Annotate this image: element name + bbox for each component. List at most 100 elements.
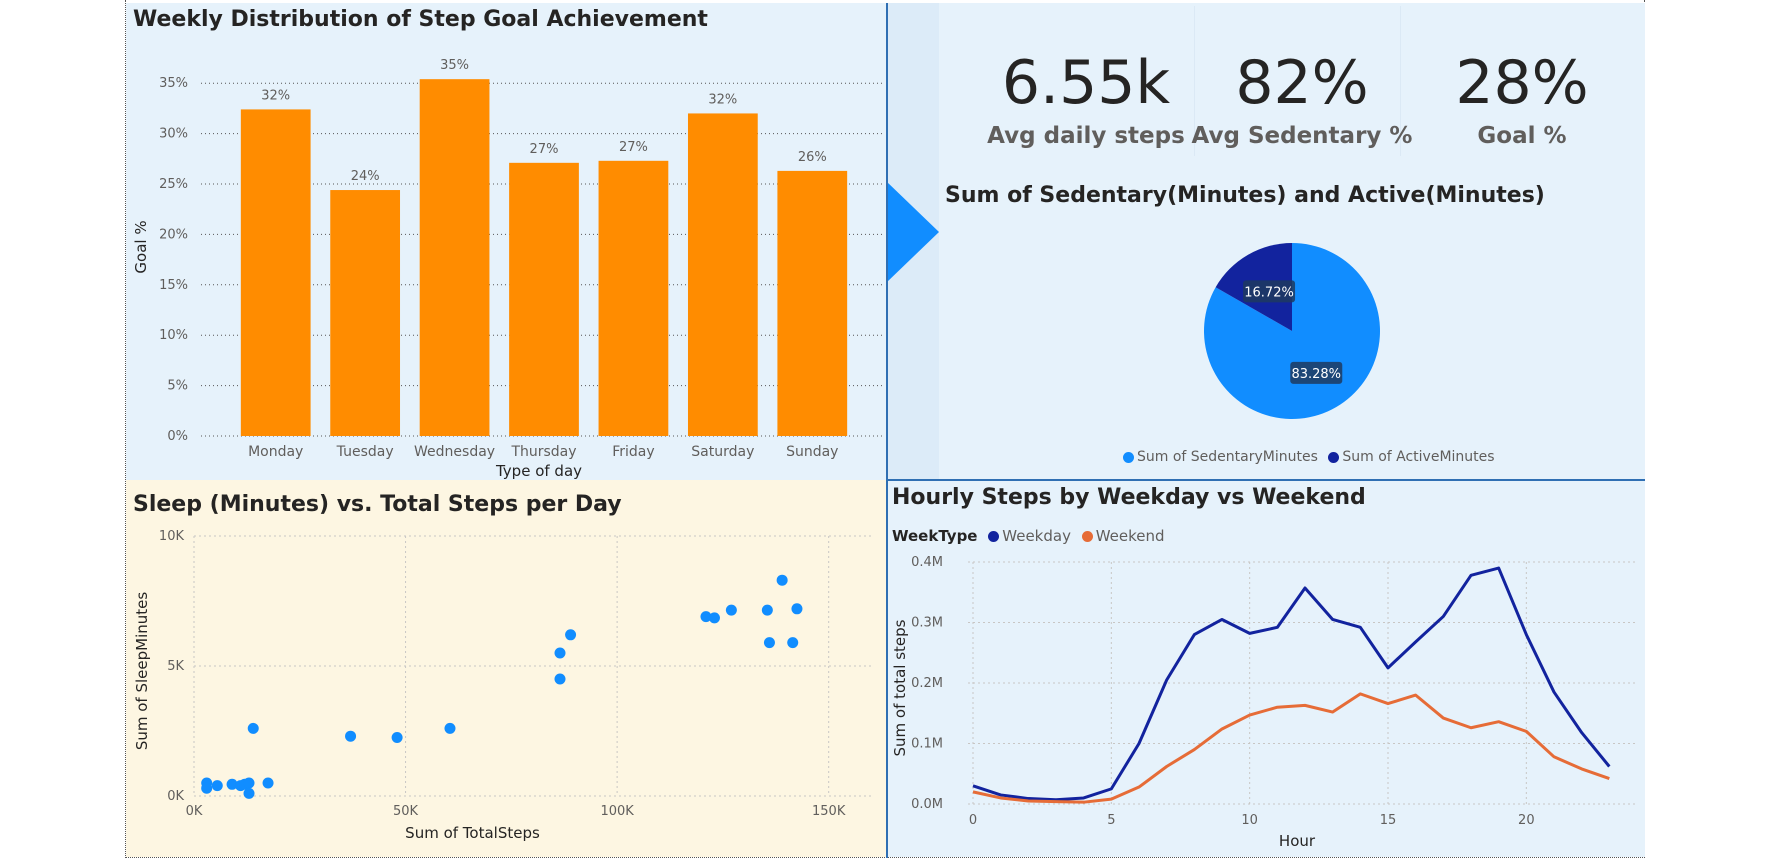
x-tick-label: Saturday [691,444,754,460]
y-tick-label: 5K [167,659,184,674]
x-tick-label: 0K [186,804,203,819]
kpi-value: 28% [1455,48,1589,118]
bar[interactable] [330,190,401,436]
scatter-point[interactable] [554,673,566,685]
kpi-avg-sedentary[interactable]: 82% Avg Sedentary % [1187,53,1417,149]
scatter-point[interactable] [247,722,259,734]
data-label: 32% [708,92,737,107]
legend-item-sedentary[interactable]: Sum of SedentaryMinutes [1123,449,1318,465]
scatter-point[interactable] [554,647,566,659]
bar-chart-panel[interactable]: Weekly Distribution of Step Goal Achieve… [126,3,887,480]
scatter-point[interactable] [776,574,788,586]
panel-divider [886,3,888,858]
legend-dot-icon [1081,531,1093,542]
data-label: 26% [798,150,827,165]
bar[interactable] [419,79,490,436]
y-axis-title: Sum of SleepMinutes [133,592,151,751]
series-line-weekday[interactable] [972,566,1611,802]
kpi-avg-daily-steps[interactable]: 6.55k Avg daily steps [971,53,1201,149]
kpi-panel: 6.55k Avg daily steps 82% Avg Sedentary … [887,3,1645,480]
bar[interactable] [509,162,579,436]
x-tick-label: Tuesday [336,444,394,460]
y-tick-label: 10% [159,328,188,343]
line-chart[interactable]: 0.0M 0.1M 0.2M 0.3M 0.4M 0 5 10 15 20 Hour Sum of t… [887,480,1645,857]
scatter-point[interactable] [791,603,803,615]
bar[interactable] [687,113,758,436]
data-label: 27% [530,142,559,157]
x-tick-label: 15 [1380,813,1397,828]
legend-label: Sum of ActiveMinutes [1342,449,1495,465]
y-axis-title: Sum of total steps [891,619,909,756]
y-tick-label: 0.0M [911,797,943,812]
panel-divider [887,479,1645,481]
scatter-point[interactable] [708,612,720,624]
scatter-point[interactable] [444,722,456,734]
y-tick-label: 0.4M [911,555,943,570]
legend-dot-icon [1123,451,1134,463]
scatter-point[interactable] [787,637,799,649]
bar[interactable] [598,160,669,437]
kpi-goal[interactable]: 28% Goal % [1417,53,1627,149]
x-axis-title: Hour [1279,832,1316,850]
bar[interactable] [777,170,848,436]
scatter-point[interactable] [226,778,238,790]
x-tick-label: Sunday [786,444,838,460]
bar[interactable] [240,109,311,437]
line-chart-panel[interactable]: Hourly Steps by Weekday vs Weekend WeekT… [887,480,1645,857]
data-label: 24% [351,169,380,184]
pie-chart[interactable]: 83.28% 16.72% [887,218,1645,478]
y-tick-label: 0% [167,429,188,444]
x-tick-label: 150K [812,804,846,819]
scatter-point[interactable] [700,611,712,623]
y-tick-label: 15% [159,278,188,293]
bar-chart[interactable]: 0% 5% 10% 15% 20% 25% 30% 35% 32% Monday 24% Tuesda… [126,3,887,480]
scatter-point[interactable] [391,732,403,743]
x-axis-title: Type of day [495,462,582,480]
series-line-weekend[interactable] [972,692,1610,804]
line-chart-title: Hourly Steps by Weekday vs Weekend [892,485,1366,510]
data-label-box [1290,361,1343,384]
data-label: 83.28% [1291,367,1341,382]
x-tick-label: Wednesday [414,444,495,460]
y-tick-label: 35% [159,76,188,91]
y-tick-label: 0.2M [911,676,943,691]
kpi-separator [1194,6,1195,156]
legend-label: Sum of SedentaryMinutes [1137,449,1318,465]
scatter-point[interactable] [262,777,274,789]
scatter-point[interactable] [201,782,213,794]
data-label: 16.72% [1244,285,1294,300]
y-tick-label: 0.3M [911,616,943,631]
kpi-label: Avg Sedentary % [1191,123,1413,149]
scatter-point[interactable] [763,637,775,649]
x-tick-label: 10 [1241,813,1258,828]
scatter-point[interactable] [211,780,223,792]
kpi-separator [1400,6,1401,156]
scatter-point[interactable] [243,787,255,799]
scatter-chart[interactable]: 0K 5K 10K 0K 50K 100K 150K Sum of TotalSteps Sum… [126,480,887,857]
legend-item-active[interactable]: Sum of ActiveMinutes [1328,449,1495,465]
y-axis-title: Goal % [132,220,150,273]
y-tick-label: 10K [159,529,185,544]
scatter-point[interactable] [565,629,577,641]
x-tick-label: 20 [1518,813,1535,828]
y-tick-label: 20% [159,227,188,242]
x-tick-label: 0 [969,813,977,828]
x-tick-label: 100K [600,804,634,819]
play-arrow-icon[interactable] [887,182,939,282]
data-label: 27% [619,140,648,155]
legend-dot-icon [1328,451,1340,463]
legend-item-weekday[interactable]: Weekday [988,527,1071,545]
kpi-label: Avg daily steps [987,123,1185,149]
scatter-point[interactable] [725,604,737,616]
data-label-box [1243,280,1296,303]
scatter-chart-panel[interactable]: Sleep (Minutes) vs. Total Steps per Day … [126,480,887,857]
scatter-point[interactable] [243,777,255,789]
scatter-point[interactable] [345,730,357,742]
scatter-point[interactable] [761,604,773,616]
kpi-value: 82% [1235,48,1369,118]
x-tick-label: 50K [393,804,419,819]
kpi-value: 6.55k [1001,48,1171,118]
y-tick-label: 30% [159,127,188,142]
kpi-label: Goal % [1477,123,1567,149]
legend-item-weekend[interactable]: Weekend [1081,527,1165,545]
